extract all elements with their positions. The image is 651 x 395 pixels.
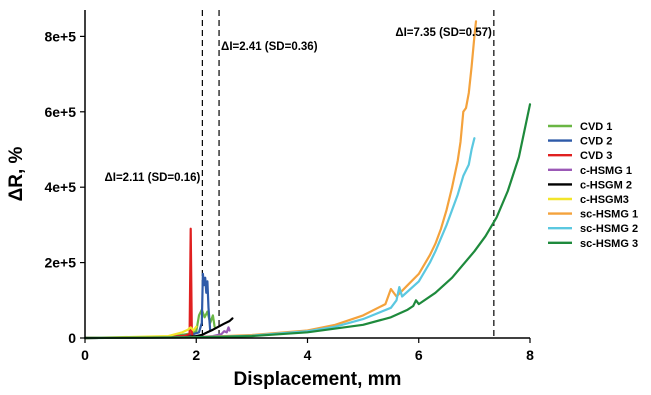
legend-label-3: CVD 3 <box>580 150 612 162</box>
legend-label-7: sc-HSMG 1 <box>580 209 638 221</box>
series-line-9 <box>83 103 532 340</box>
series-line-6 <box>83 325 198 340</box>
legend-label-1: CVD 1 <box>580 121 612 133</box>
x-tick-label: 8 <box>526 347 534 363</box>
legend-label-9: sc-HSMG 3 <box>580 238 638 250</box>
plot-area: ΔI=2.11 (SD=0.16) ΔI=2.41 (SD=0.36) ΔI=7.3… <box>83 10 532 340</box>
y-tick-label: 2e+5 <box>44 255 76 271</box>
reference-label-2: ΔI=2.41 (SD=0.36) <box>221 41 318 53</box>
y-tick-label: 0 <box>68 330 76 346</box>
x-axis-title: Displacement, mm <box>234 369 402 390</box>
legend-label-4: c-HSMG 1 <box>580 165 632 177</box>
legend-label-5: c-HSGM 2 <box>580 179 632 191</box>
y-axis-title: ΔR, % <box>6 146 27 201</box>
x-tick-label: 2 <box>192 347 200 363</box>
legend-label-2: CVD 2 <box>580 136 612 148</box>
series-line-3 <box>83 227 195 340</box>
x-tick-label: 6 <box>415 347 423 363</box>
y-tick-label: 8e+5 <box>44 28 76 44</box>
x-tick-label: 0 <box>81 347 89 363</box>
y-tick-label: 6e+5 <box>44 104 76 120</box>
legend: CVD 1 CVD 2 CVD 3 c-HSMG 1 c-HSGM 2 c-HSGM3 sc… <box>548 121 638 250</box>
x-tick-label: 4 <box>304 347 312 363</box>
legend-label-8: sc-HSMG 2 <box>580 223 638 235</box>
axes: 0 2 4 6 8 0 2e+5 4e+5 6e+5 8e+5 Displacement, mm ΔR… <box>6 10 534 390</box>
reference-label-1: ΔI=2.11 (SD=0.16) <box>105 172 201 184</box>
legend-label-6: c-HSGM3 <box>580 194 629 206</box>
series-line-7 <box>83 20 478 340</box>
reference-label-3: ΔI=7.35 (SD=0.57) <box>395 27 492 39</box>
y-tick-label: 4e+5 <box>44 179 76 195</box>
series-line-8 <box>83 137 476 340</box>
